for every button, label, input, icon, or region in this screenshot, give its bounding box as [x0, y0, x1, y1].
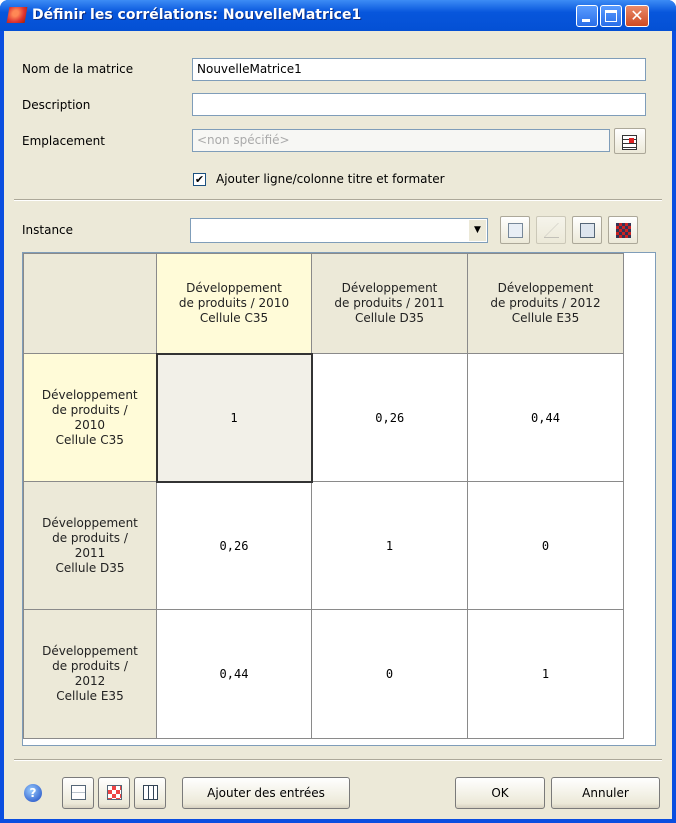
matrix-cell[interactable]: 0,44	[156, 609, 312, 739]
help-icon[interactable]: ?	[24, 784, 42, 802]
matrix-color-icon	[616, 223, 631, 238]
title-format-checkbox[interactable]: ✔	[193, 173, 206, 186]
cell-select-icon	[622, 135, 637, 150]
matrix-cell[interactable]: 0,26	[311, 353, 468, 482]
description-input[interactable]	[192, 93, 646, 116]
close-button[interactable]: ✕	[625, 5, 649, 27]
table-row: Développement de produits /2012 Cellule E3…	[23, 609, 624, 739]
title-format-label: Ajouter ligne/colonne titre et formater	[216, 172, 445, 186]
minimize-button[interactable]	[576, 5, 598, 27]
row-header[interactable]: Développement de produits /2010 Cellule C3…	[23, 353, 157, 482]
instance-label: Instance	[22, 223, 74, 237]
sort-button[interactable]	[98, 777, 130, 809]
column-header[interactable]: Développement de produits / 2010 Cellule C…	[156, 253, 312, 354]
table-row: Développement de produits /2010 Cellule C3…	[23, 352, 624, 483]
ok-button[interactable]: OK	[455, 777, 545, 809]
cell-label-icon	[508, 223, 523, 238]
column-header[interactable]: Développement de produits / 2012 Cellule E…	[467, 253, 624, 354]
ok-label: OK	[491, 786, 509, 800]
maximize-button[interactable]	[600, 5, 622, 27]
chevron-down-icon[interactable]: ▼	[469, 220, 486, 241]
sort-icon	[107, 785, 122, 800]
check-matrix-button[interactable]	[134, 777, 166, 809]
matrix-cell[interactable]: 0	[467, 481, 624, 610]
correlation-matrix: Développement de produits / 2010 Cellule C…	[23, 253, 624, 739]
row-header[interactable]: Développement de produits /2011 Cellule D3…	[23, 481, 157, 610]
matrix-cell[interactable]: 0,44	[467, 353, 624, 482]
insert-row-icon	[71, 785, 86, 800]
corner-cell	[23, 253, 157, 354]
app-icon	[6, 7, 28, 23]
header-row: Développement de produits / 2010 Cellule C…	[23, 253, 624, 354]
description-label: Description	[22, 98, 91, 112]
dialog-body: Nom de la matrice NouvelleMatrice1 Descr…	[4, 31, 672, 819]
correlation-matrix-grid[interactable]: Développement de produits / 2010 Cellule C…	[22, 252, 656, 746]
cancel-button[interactable]: Annuler	[551, 777, 660, 809]
check-matrix-icon	[143, 785, 158, 800]
add-entries-button[interactable]: Ajouter des entrées	[182, 777, 350, 809]
add-cells-icon	[580, 223, 595, 238]
cancel-label: Annuler	[582, 786, 629, 800]
matrix-cell[interactable]: 1	[311, 481, 468, 610]
separator	[14, 199, 662, 201]
row-header[interactable]: Développement de produits /2012 Cellule E3…	[23, 609, 157, 739]
window-title: Définir les corrélations: NouvelleMatric…	[32, 7, 362, 23]
matrix-cell[interactable]: 0	[311, 609, 468, 739]
diagonal-icon	[544, 223, 559, 238]
separator	[14, 759, 662, 761]
diagonal-button[interactable]	[536, 216, 566, 244]
matrix-cell[interactable]: 1	[155, 352, 313, 483]
add-cells-button[interactable]	[572, 216, 602, 244]
matrix-cell[interactable]: 0,26	[156, 481, 312, 610]
add-entries-label: Ajouter des entrées	[207, 786, 325, 800]
cell-label-button[interactable]	[500, 216, 530, 244]
matrix-cell[interactable]: 1	[467, 609, 624, 739]
insert-row-button[interactable]	[62, 777, 94, 809]
title-bar[interactable]: Définir les corrélations: NouvelleMatric…	[0, 0, 676, 31]
location-input[interactable]: <non spécifié>	[192, 129, 610, 152]
column-header[interactable]: Développement de produits / 2011 Cellule D…	[311, 253, 468, 354]
name-input[interactable]: NouvelleMatrice1	[192, 58, 646, 81]
location-label: Emplacement	[22, 134, 105, 148]
name-label: Nom de la matrice	[22, 62, 134, 76]
select-location-button[interactable]	[614, 128, 646, 154]
matrix-color-button[interactable]	[608, 216, 638, 244]
table-row: Développement de produits /2011 Cellule D3…	[23, 481, 624, 610]
instance-dropdown[interactable]: ▼	[190, 218, 488, 243]
